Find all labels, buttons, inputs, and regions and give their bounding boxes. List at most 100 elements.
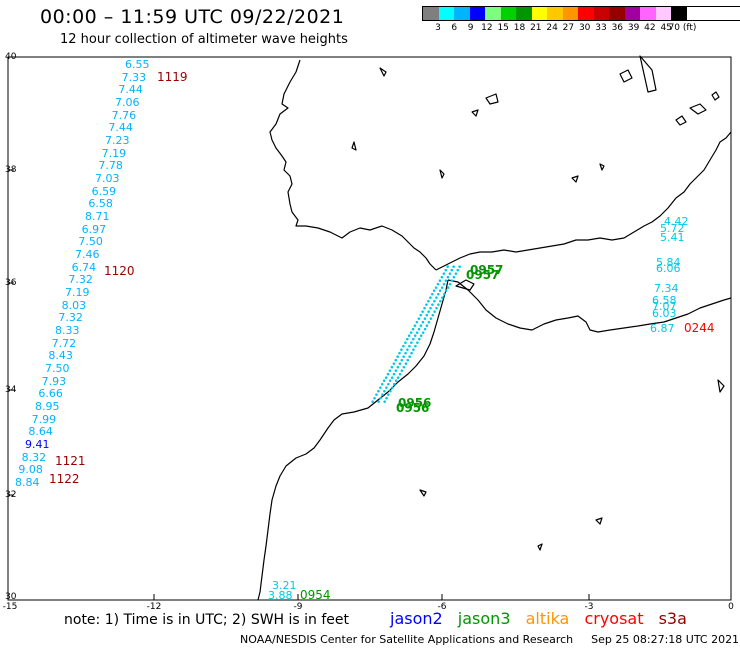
map-title: 00:00 – 11:59 UTC 09/22/2021 bbox=[40, 6, 345, 28]
strait-point: • bbox=[384, 395, 389, 405]
wave-value: 7.03 bbox=[95, 172, 120, 185]
strait-point: • bbox=[428, 294, 433, 304]
strait-point: • bbox=[412, 322, 417, 332]
wave-value: 7.44 bbox=[118, 83, 143, 97]
footnote: note: 1) Time is in UTC; 2) SWH is in fe… bbox=[64, 612, 350, 628]
strait-point: • bbox=[444, 287, 449, 297]
legend-swatch bbox=[547, 7, 563, 20]
strait-point: • bbox=[440, 294, 445, 304]
legend-swatches bbox=[422, 6, 740, 21]
time-label: 0957 bbox=[470, 263, 504, 277]
wave-value: 6.58 bbox=[652, 294, 677, 307]
strait-point: • bbox=[405, 346, 410, 356]
legend-label: 6 bbox=[451, 23, 458, 33]
coastline bbox=[257, 55, 732, 601]
strait-point: • bbox=[378, 384, 383, 394]
wave-value: 7.34 bbox=[654, 282, 679, 295]
wave-value: 7.32 bbox=[58, 311, 83, 325]
strait-point: • bbox=[422, 315, 427, 325]
legend-swatch bbox=[500, 7, 516, 20]
legend-label: 45 bbox=[660, 23, 672, 33]
wave-value: 5.84 bbox=[656, 256, 681, 269]
wave-value: 9.08 bbox=[18, 463, 43, 477]
credit-line: NOAA/NESDIS Center for Satellite Applica… bbox=[240, 633, 739, 646]
strait-point: • bbox=[411, 346, 416, 356]
strait-point: • bbox=[445, 263, 450, 273]
legend-swatch bbox=[562, 7, 578, 20]
strait-point: • bbox=[443, 277, 448, 287]
strait-point: • bbox=[426, 308, 431, 318]
strait-point: • bbox=[395, 353, 400, 363]
strait-point: • bbox=[388, 388, 393, 398]
wave-value: 6.97 bbox=[81, 222, 107, 236]
legend-swatch bbox=[655, 7, 671, 20]
wave-value: 6.66 bbox=[38, 387, 63, 401]
satellite-jason3: jason3 bbox=[457, 609, 511, 628]
legend-swatch bbox=[485, 7, 501, 20]
satellite-s3a: s3a bbox=[658, 609, 687, 628]
wave-value: 8.64 bbox=[28, 425, 53, 439]
x-tick-label: -15 bbox=[2, 602, 18, 612]
strait-point: • bbox=[395, 363, 400, 373]
strait-point: • bbox=[457, 263, 462, 273]
legend-label: 33 bbox=[595, 23, 607, 33]
strait-point: • bbox=[409, 339, 414, 349]
strait-point: • bbox=[380, 391, 385, 401]
strait-point: • bbox=[451, 273, 456, 283]
satellite-cryosat: cryosat bbox=[584, 609, 644, 628]
legend-swatch bbox=[609, 7, 625, 20]
wave-value: 8.43 bbox=[48, 349, 73, 363]
wave-value: 6.59 bbox=[91, 184, 117, 198]
strait-point: • bbox=[446, 284, 451, 294]
strait-point: • bbox=[389, 363, 394, 373]
wave-value: 7.46 bbox=[75, 248, 100, 261]
x-tick-label: 0 bbox=[728, 602, 734, 612]
strait-point: • bbox=[424, 301, 429, 311]
time-label: 1121 bbox=[55, 454, 86, 468]
strait-point: • bbox=[393, 357, 398, 367]
wave-value: 5.41 bbox=[660, 231, 685, 244]
y-tick-label: 38 bbox=[5, 165, 17, 175]
y-tick-label: 34 bbox=[5, 385, 17, 395]
strait-point: • bbox=[407, 353, 412, 363]
strait-point: • bbox=[428, 315, 433, 325]
legend-swatch bbox=[438, 7, 454, 20]
strait-point: • bbox=[420, 318, 425, 328]
strait-point: • bbox=[418, 322, 423, 332]
map-frame bbox=[7, 56, 732, 601]
legend-swatch bbox=[593, 7, 609, 20]
wave-value: 6.74 bbox=[71, 260, 97, 274]
strait-point: • bbox=[437, 277, 442, 287]
y-tick-label: 36 bbox=[5, 278, 17, 288]
strait-point: • bbox=[455, 267, 460, 277]
strait-point: • bbox=[405, 336, 410, 346]
wave-value: 6.55 bbox=[125, 58, 150, 71]
strait-point: • bbox=[451, 263, 456, 273]
strait-point: • bbox=[403, 350, 408, 360]
strait-point: • bbox=[430, 301, 435, 311]
wave-value: 5.72 bbox=[660, 222, 685, 235]
strait-point: • bbox=[403, 360, 408, 370]
wave-value: 3.88 bbox=[268, 589, 293, 602]
legend-label: 30 bbox=[578, 23, 591, 33]
strait-point: • bbox=[426, 298, 431, 308]
strait-point: • bbox=[432, 298, 437, 308]
strait-point: • bbox=[434, 284, 439, 294]
legend-swatch bbox=[469, 7, 485, 20]
strait-point: • bbox=[376, 398, 381, 408]
strait-point: • bbox=[447, 270, 452, 280]
wave-value: 7.50 bbox=[45, 362, 70, 375]
strait-point: • bbox=[399, 346, 404, 356]
strait-point: • bbox=[442, 291, 447, 301]
time-label: 0957 bbox=[466, 268, 500, 282]
strait-point: • bbox=[416, 315, 421, 325]
strait-track-points: ••••••••••••••••••••••••••••••••••••••••… bbox=[370, 263, 462, 408]
strait-point: • bbox=[409, 329, 414, 339]
strait-point: • bbox=[434, 294, 439, 304]
wave-value: 8.95 bbox=[35, 400, 60, 413]
color-legend: 3 6 9 12 15 18 21 24 27 30 33 36 39 42 45 70 (ft) bbox=[422, 6, 740, 37]
wave-value: 4.42 bbox=[664, 215, 689, 228]
wave-value: 7.19 bbox=[65, 286, 90, 299]
legend-label: 21 bbox=[530, 23, 542, 33]
